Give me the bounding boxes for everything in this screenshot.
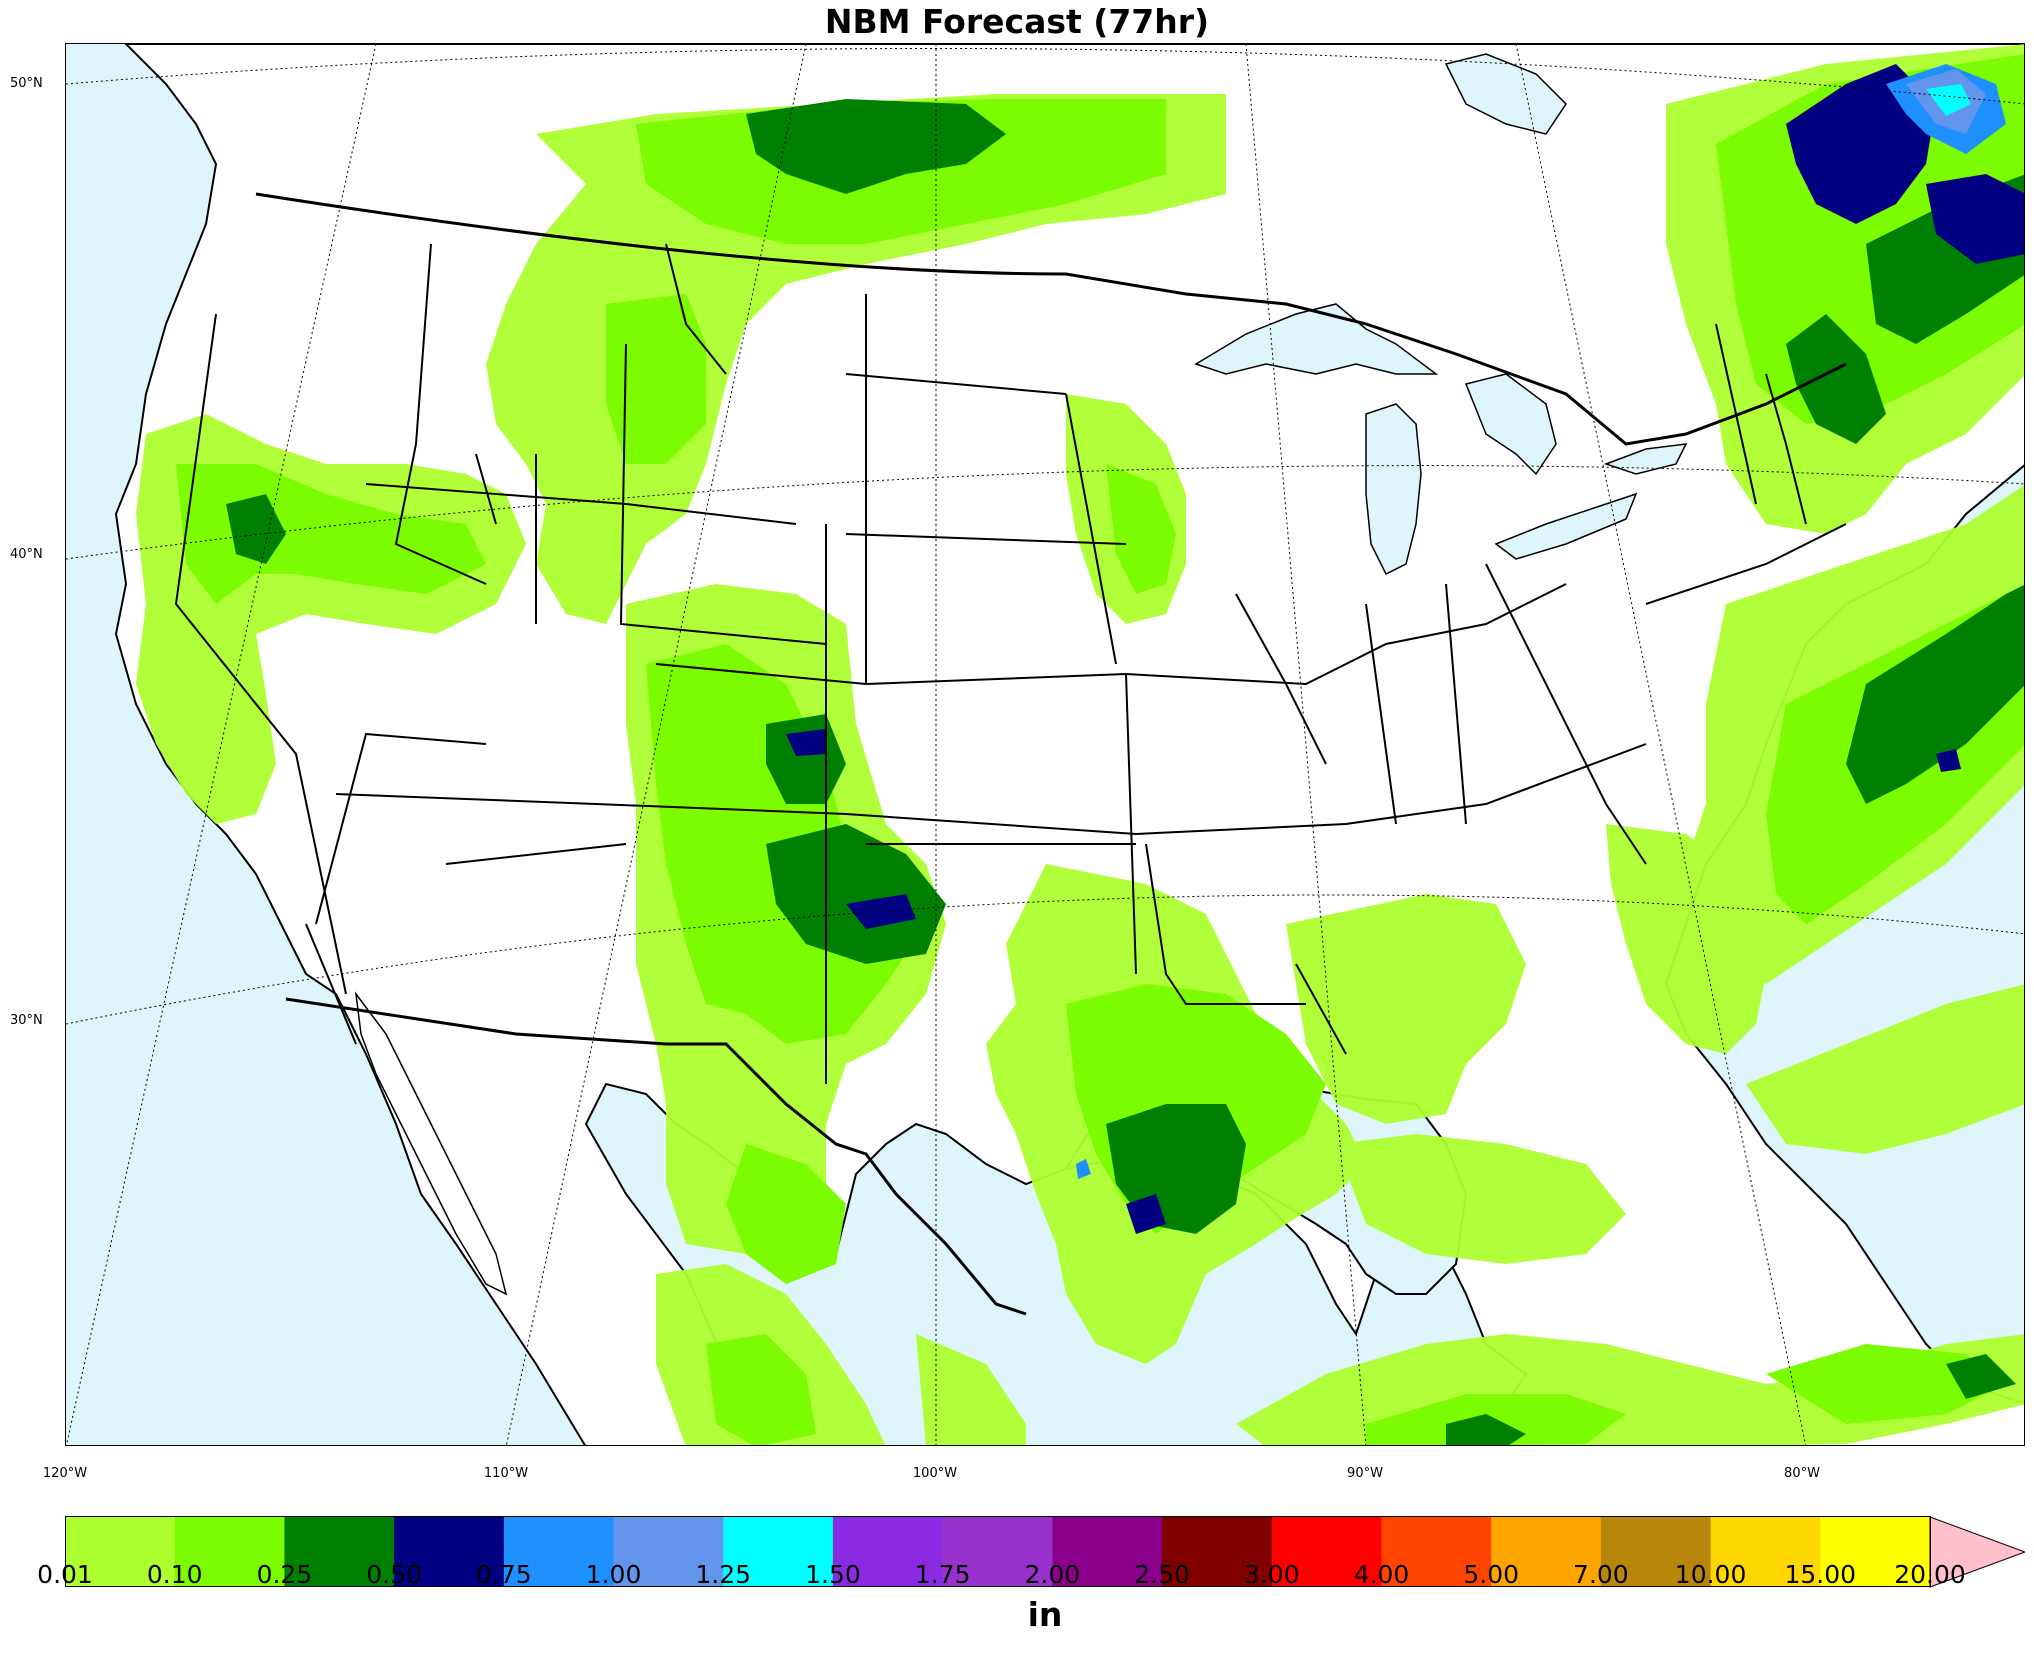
colorbar-tick-label: 0.25 xyxy=(256,1560,313,1589)
colorbar-tick-label: 0.50 xyxy=(366,1560,422,1589)
lake-michigan xyxy=(1365,403,1422,576)
colorbar-tick-label: 4.00 xyxy=(1353,1560,1410,1589)
colorbar-swatch xyxy=(503,1517,615,1587)
lon-label-120: 120°W xyxy=(42,1466,88,1481)
colorbar-outline xyxy=(65,1516,1931,1587)
lon-label-90: 90°W xyxy=(1347,1466,1383,1481)
colorbar-swatch xyxy=(1491,1517,1602,1587)
colorbar-swatch xyxy=(394,1517,505,1587)
colorbar-tick-label: 15.00 xyxy=(1784,1560,1857,1589)
map-panel xyxy=(65,43,2025,1446)
colorbar-tick-label: 1.25 xyxy=(695,1560,752,1589)
colorbar-tick-label: 7.00 xyxy=(1573,1560,1629,1589)
colorbar-tick-label: 10.00 xyxy=(1674,1560,1747,1589)
precip-1p25 xyxy=(1926,84,1971,116)
colorbar-swatch xyxy=(1710,1517,1821,1587)
lat-label-50: 50°N xyxy=(10,76,43,91)
colorbar-swatch xyxy=(1600,1517,1712,1587)
lat-label-30: 30°N xyxy=(10,1013,43,1028)
lake-superior xyxy=(1194,303,1439,375)
colorbar-tick-label: 1.00 xyxy=(585,1560,642,1589)
colorbar-swatch xyxy=(65,1517,176,1587)
colorbar-tick-label: 0.10 xyxy=(146,1560,203,1589)
map-canvas xyxy=(66,44,2024,1445)
colorbar-swatch xyxy=(1381,1517,1492,1587)
lon-label-110: 110°W xyxy=(483,1466,529,1481)
colorbar xyxy=(65,1516,2025,1588)
colorbar-units: in xyxy=(1027,1595,1063,1634)
colorbar-tick-label: 0.75 xyxy=(475,1560,532,1589)
precip-0p50 xyxy=(786,64,2024,1234)
precip-0p25 xyxy=(226,99,2024,1445)
graticule xyxy=(66,44,2024,1445)
colorbar-tick-label: 0.01 xyxy=(37,1560,93,1589)
colorbar-tick-label: 2.50 xyxy=(1134,1560,1190,1589)
colorbar-tick-label: 20.00 xyxy=(1894,1560,1966,1589)
lake-huron xyxy=(1464,373,1557,476)
lat-label-40: 40°N xyxy=(10,547,43,562)
lon-label-100: 100°W xyxy=(912,1466,958,1481)
colorbar-swatch xyxy=(1271,1517,1382,1587)
lake-ontario xyxy=(1603,443,1688,475)
colorbar-swatch xyxy=(832,1517,944,1587)
colorbar-swatch xyxy=(942,1517,1053,1587)
colorbar-tick-label: 2.00 xyxy=(1024,1560,1081,1589)
colorbar-swatch xyxy=(613,1517,724,1587)
colorbar-swatch xyxy=(284,1517,395,1587)
colorbar-tick-label: 1.50 xyxy=(805,1560,861,1589)
chart-title: NBM Forecast (77hr) xyxy=(824,2,1210,41)
colorbar-swatch xyxy=(174,1517,285,1587)
colorbar-tick-label: 1.75 xyxy=(914,1560,971,1589)
political-borders xyxy=(174,192,1847,1316)
colorbar-swatches xyxy=(65,1517,1931,1587)
colorbar-swatch xyxy=(723,1517,834,1587)
hudson-bay-area xyxy=(1444,53,1567,135)
colorbar-tick-label: 3.00 xyxy=(1243,1560,1300,1589)
colorbar-swatch xyxy=(1052,1517,1163,1587)
lake-erie xyxy=(1494,492,1638,560)
colorbar-tick-label: 5.00 xyxy=(1463,1560,1520,1589)
lon-label-80: 80°W xyxy=(1784,1466,1820,1481)
baja-peninsula xyxy=(354,991,508,1296)
colorbar-swatch xyxy=(1162,1517,1273,1587)
colorbar-swatch xyxy=(1820,1517,1931,1587)
